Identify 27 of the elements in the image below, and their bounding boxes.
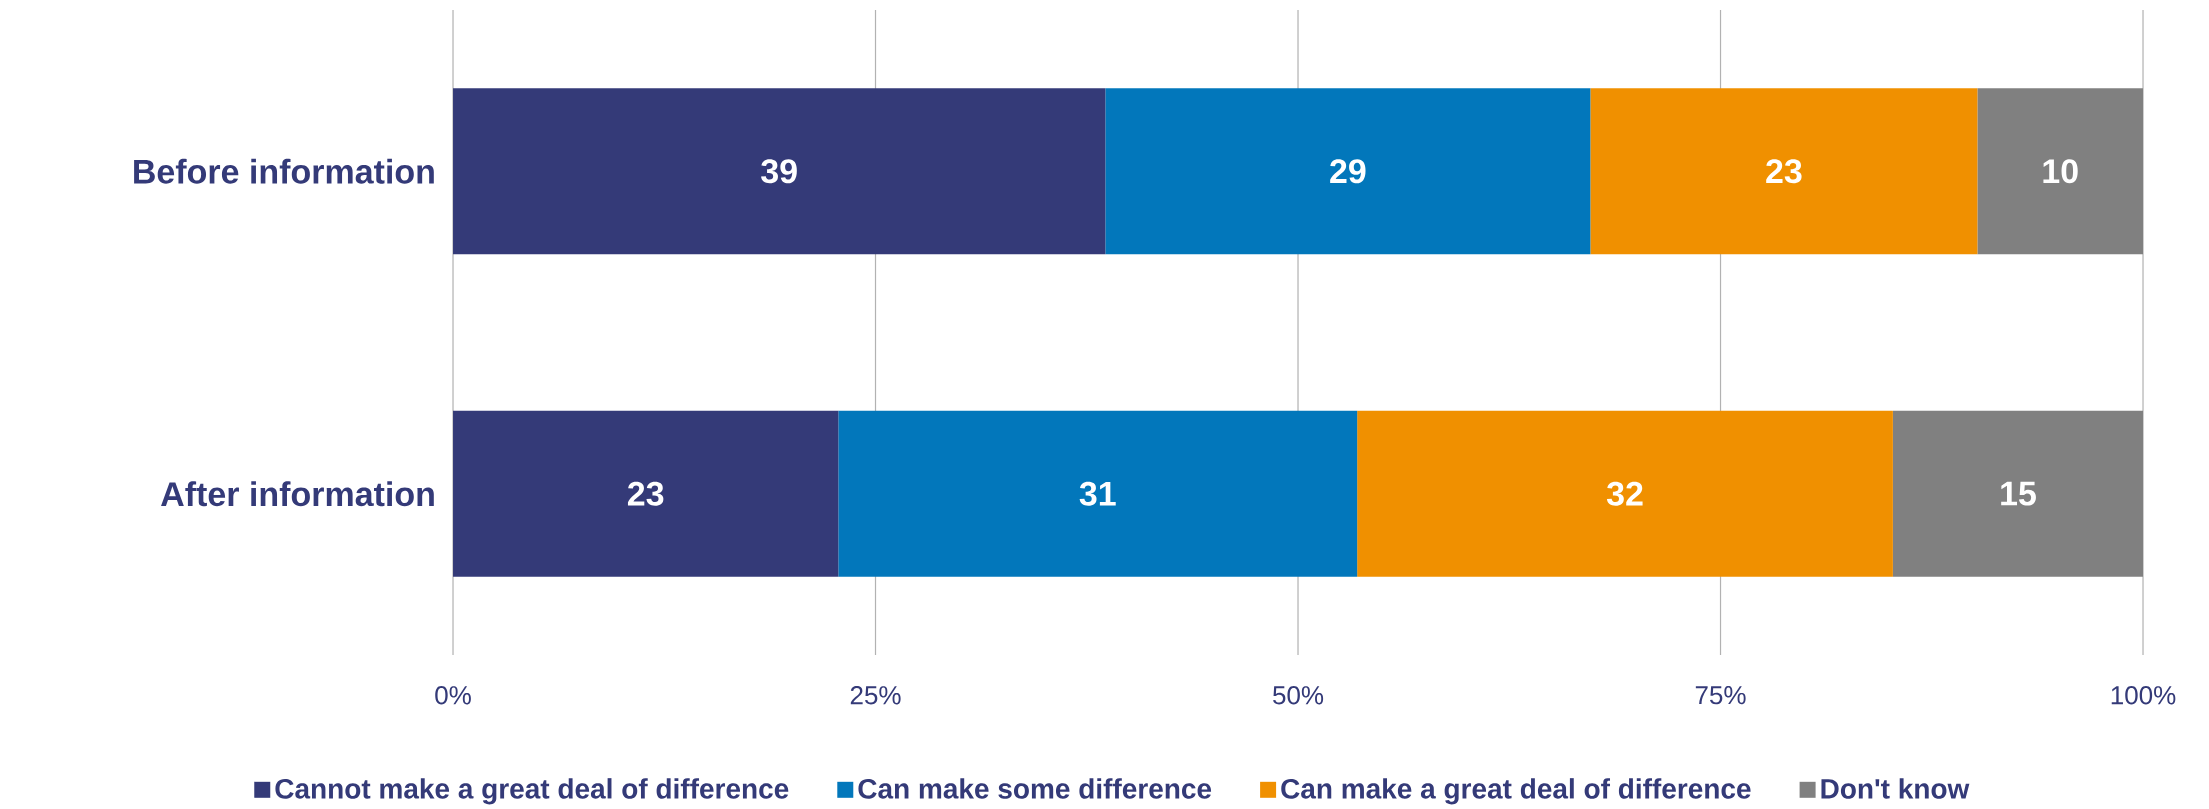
x-tick-label: 0% <box>435 685 471 705</box>
data-label: 31 <box>1079 481 1116 506</box>
legend-label: Can make some difference <box>858 777 1212 799</box>
bar <box>1105 88 1591 255</box>
data-label: 32 <box>1606 481 1643 506</box>
bar <box>453 88 1106 255</box>
data-label: 29 <box>1330 158 1366 184</box>
x-tick-label: 100% <box>2111 685 2176 705</box>
data-label: 23 <box>1766 158 1802 184</box>
bar <box>453 410 839 577</box>
bar <box>1357 410 1893 577</box>
data-label: 15 <box>2001 481 2036 506</box>
x-tick-label: 50% <box>1273 685 1324 705</box>
legend-label: Don't know <box>1821 777 1970 799</box>
bar <box>838 410 1358 577</box>
bar <box>1892 410 2144 577</box>
x-tick-label: 75% <box>1695 685 1746 705</box>
bar <box>1590 88 1978 255</box>
legend-label: Can make a great deal of difference <box>1281 777 1751 805</box>
y-tick-label: After information <box>161 481 434 507</box>
y-tick-label: Before information <box>134 158 434 184</box>
data-label: 23 <box>627 481 664 506</box>
legend-label: Cannot make a great deal of difference <box>275 777 789 805</box>
data-label: 10 <box>2043 158 2078 184</box>
bar <box>1977 88 2144 255</box>
data-label: 39 <box>761 158 797 184</box>
x-tick-label: 25% <box>850 685 901 705</box>
